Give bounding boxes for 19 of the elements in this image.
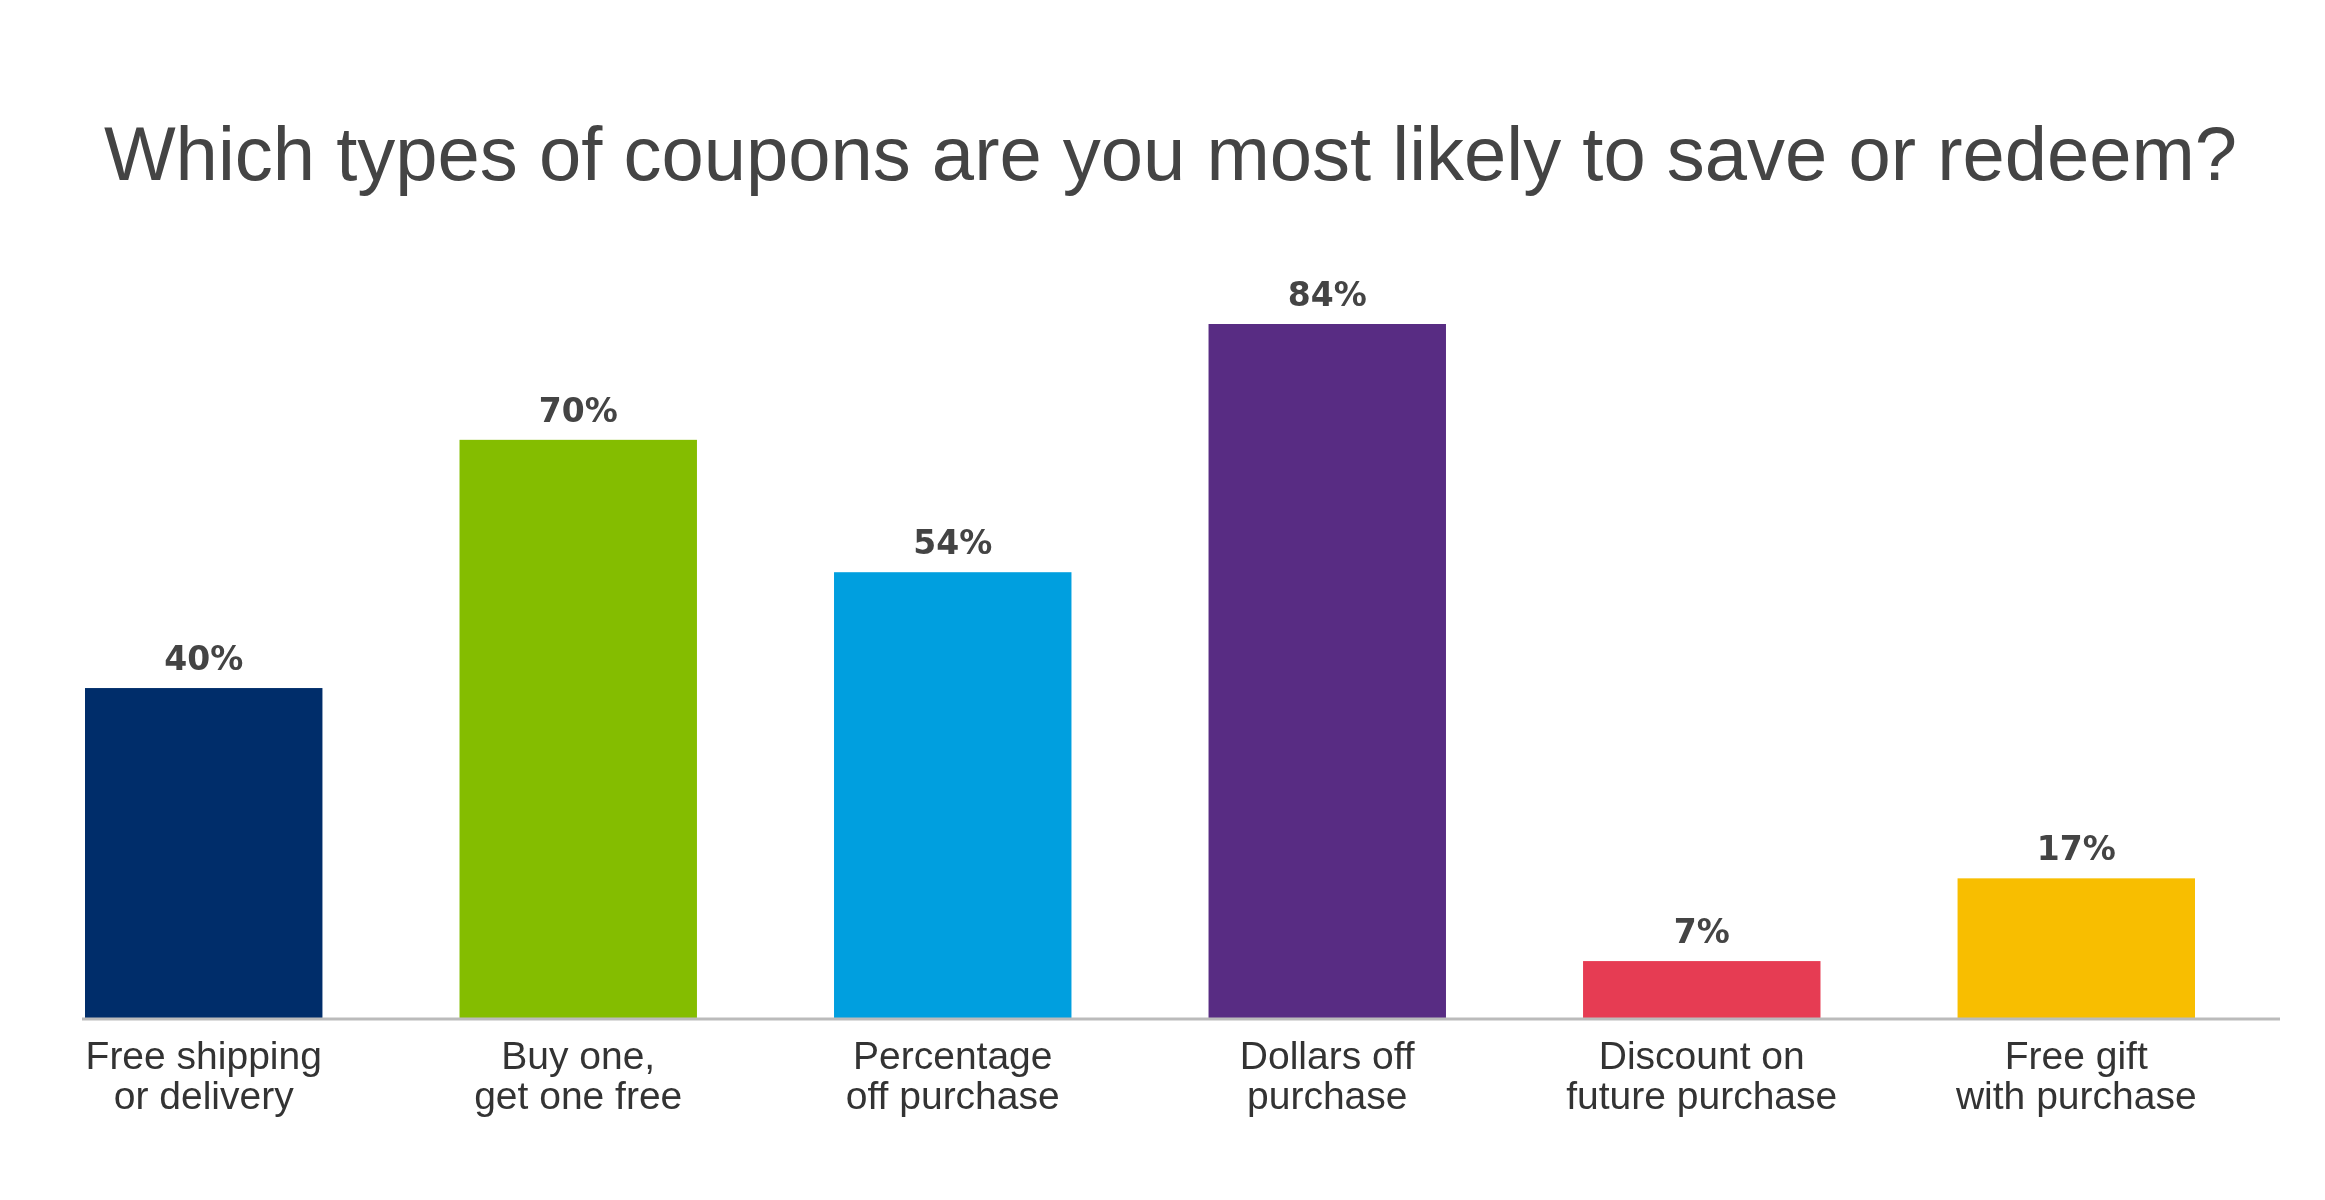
data-label: 54%	[913, 523, 993, 563]
x-tick-label: Dollars off purchase	[1239, 1034, 1415, 1117]
chart-title: Which types of coupons are you most likely to save or redeem?	[103, 111, 2238, 196]
bar	[1583, 961, 1821, 1019]
data-label: 40%	[164, 639, 244, 679]
x-tick-label: Percentage off purchase	[845, 1034, 1060, 1117]
data-label: 84%	[1287, 275, 1367, 314]
data-label: 7%	[1673, 912, 1730, 952]
data-label: 17%	[2036, 829, 2116, 869]
x-tick-label: Buy one, get one free	[474, 1034, 683, 1117]
x-tick-label: Discount on future purchase	[1566, 1034, 1838, 1117]
bar	[1208, 324, 1446, 1019]
data-label: 70%	[538, 390, 618, 430]
bar	[85, 688, 323, 1019]
bar	[834, 572, 1072, 1019]
bar	[459, 439, 697, 1019]
bar	[1957, 878, 2195, 1019]
x-tick-label: Free gift with purchase	[1954, 1034, 2197, 1117]
x-tick-label: Free shipping or delivery	[85, 1034, 322, 1117]
